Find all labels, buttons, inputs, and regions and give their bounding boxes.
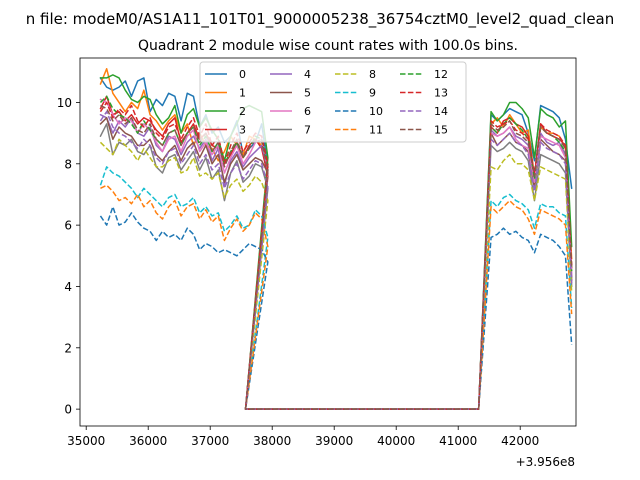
legend-label-12: 12 [434, 68, 448, 81]
series-line-4 [99, 113, 573, 410]
legend-label-3: 3 [239, 124, 246, 137]
y-axis: 0 2 4 6 8 10 [57, 96, 80, 417]
legend-label-1: 1 [239, 87, 246, 100]
x-tick-label: 37000 [191, 434, 229, 448]
legend-label-5: 5 [304, 87, 311, 100]
legend-label-6: 6 [304, 105, 311, 118]
series-line-7 [99, 123, 573, 410]
x-tick-label: 39000 [315, 434, 353, 448]
legend-label-0: 0 [239, 68, 246, 81]
legend-label-14: 14 [434, 105, 448, 118]
series-line-14 [99, 110, 573, 410]
x-tick-label: 40000 [377, 434, 415, 448]
chart-suptitle: n file: modeM0/AS1A11_101T01_9000005238_… [26, 10, 615, 29]
y-tick-label: 4 [64, 280, 72, 294]
x-tick-label: 36000 [129, 434, 167, 448]
legend-label-10: 10 [369, 105, 383, 118]
legend-label-8: 8 [369, 68, 376, 81]
y-tick-label: 0 [64, 403, 72, 417]
series-line-5 [99, 117, 573, 410]
legend-label-13: 13 [434, 87, 448, 100]
series-line-3 [99, 95, 573, 410]
series-line-11 [100, 184, 573, 410]
series-line-9 [99, 166, 573, 410]
y-tick-label: 6 [64, 219, 72, 233]
series-line-15 [100, 104, 573, 410]
x-offset-label: +3.956e8 [516, 455, 575, 469]
legend-label-9: 9 [369, 87, 376, 100]
axes-frame [79, 57, 577, 427]
legend-label-2: 2 [239, 105, 246, 118]
y-tick-label: 10 [57, 96, 72, 110]
x-tick-label: 38000 [253, 434, 291, 448]
legend-label-7: 7 [304, 124, 311, 137]
series-line-10 [99, 205, 573, 410]
x-axis: 35000 36000 37000 38000 39000 40000 41000 42000 [67, 426, 539, 448]
legend-label-4: 4 [304, 68, 311, 81]
legend-label-11: 11 [369, 124, 383, 137]
legend-box [199, 61, 467, 143]
legend-label-15: 15 [434, 124, 448, 137]
y-tick-label: 8 [64, 157, 72, 171]
series-line-8 [99, 138, 573, 410]
x-tick-label: 41000 [439, 434, 477, 448]
x-tick-label: 42000 [501, 434, 539, 448]
y-tick-label: 2 [64, 341, 72, 355]
x-tick-label: 35000 [67, 434, 105, 448]
chart-title: Quadrant 2 module wise count rates with … [138, 38, 518, 54]
series-line-6 [99, 98, 573, 410]
